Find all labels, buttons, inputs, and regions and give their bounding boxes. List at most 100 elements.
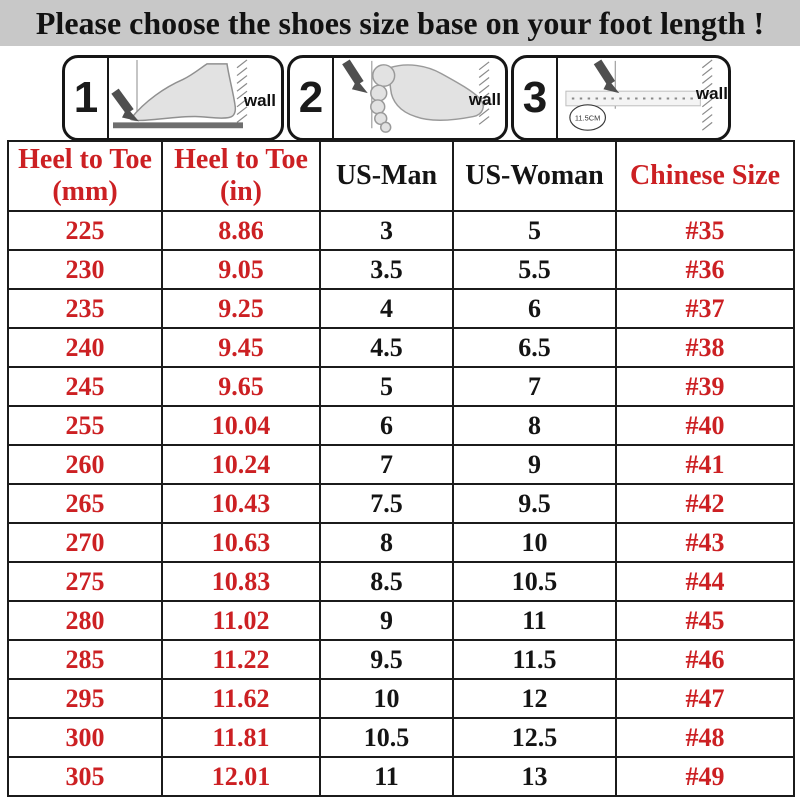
header-line: Chinese Size	[629, 159, 781, 191]
table-cell: 9.45	[161, 327, 321, 368]
table-row: 255 10.04 6 8 #40	[7, 405, 795, 446]
table-cell: 6	[319, 405, 454, 446]
table-cell: 9.5	[452, 483, 617, 524]
table-cell: 10	[452, 522, 617, 563]
table-cell: 9.65	[161, 366, 321, 407]
wall-label: wall	[695, 84, 728, 103]
header-row: Heel to Toe (mm) Heel to Toe (in) US-Man US-W…	[7, 140, 795, 212]
table-cell: 230	[7, 249, 163, 290]
table-cell: 285	[7, 639, 163, 680]
table-cell: 6	[452, 288, 617, 329]
table-row: 240 9.45 4.5 6.5 #38	[7, 327, 795, 368]
table-row: 235 9.25 4 6 #37	[7, 288, 795, 329]
ruler-strip	[565, 90, 701, 107]
table-cell: 4	[319, 288, 454, 329]
sole-shape	[388, 64, 484, 121]
floor-line	[113, 122, 243, 129]
table-cell: 12	[452, 678, 617, 719]
table-cell: 8.5	[319, 561, 454, 602]
column-header: Heel to Toe (in)	[161, 140, 321, 212]
size-table-head: Heel to Toe (mm) Heel to Toe (in) US-Man US-W…	[7, 140, 795, 212]
table-row: 275 10.83 8.5 10.5 #44	[7, 561, 795, 602]
table-cell: #39	[615, 366, 795, 407]
table-cell: #42	[615, 483, 795, 524]
table-cell: 3	[319, 210, 454, 251]
table-cell: 10.83	[161, 561, 321, 602]
table-cell: 11.02	[161, 600, 321, 641]
column-header: Chinese Size	[615, 140, 795, 212]
table-cell: 8	[452, 405, 617, 446]
table-cell: 11.5	[452, 639, 617, 680]
table-cell: 6.5	[452, 327, 617, 368]
table-row: 285 11.22 9.5 11.5 #46	[7, 639, 795, 680]
table-cell: 10.43	[161, 483, 321, 524]
table-row: 300 11.81 10.5 12.5 #48	[7, 717, 795, 758]
pencil-icon	[111, 88, 139, 122]
table-cell: 245	[7, 366, 163, 407]
table-cell: #40	[615, 405, 795, 446]
table-cell: 12.5	[452, 717, 617, 758]
step-1-illustration: wall	[109, 58, 281, 138]
table-cell: 5	[452, 210, 617, 251]
table-cell: 240	[7, 327, 163, 368]
wall-hatch	[236, 59, 248, 123]
table-cell: 10.24	[161, 444, 321, 485]
table-cell: #45	[615, 600, 795, 641]
ruler-icon: 11.5CM	[565, 59, 713, 131]
header-line: (in)	[220, 176, 262, 207]
column-header: US-Woman	[452, 140, 617, 212]
table-cell: #36	[615, 249, 795, 290]
table-cell: 235	[7, 288, 163, 329]
table-cell: 225	[7, 210, 163, 251]
table-row: 280 11.02 9 11 #45	[7, 600, 795, 641]
measure-step-1: 1 wall	[62, 55, 284, 141]
table-cell: #38	[615, 327, 795, 368]
table-cell: 11.22	[161, 639, 321, 680]
table-row: 270 10.63 8 10 #43	[7, 522, 795, 563]
table-cell: 3.5	[319, 249, 454, 290]
header-line: US-Woman	[465, 159, 604, 191]
length-callout-circle	[569, 104, 607, 131]
foot-shape	[129, 63, 237, 122]
column-header: Heel to Toe (mm)	[7, 140, 163, 212]
header-line: Heel to Toe	[174, 143, 308, 175]
pencil-icon	[593, 59, 620, 94]
header-line: US-Man	[335, 159, 438, 191]
step-2-illustration: wall	[334, 58, 505, 138]
table-cell: 7	[319, 444, 454, 485]
table-cell: 9.5	[319, 639, 454, 680]
table-cell: #48	[615, 717, 795, 758]
table-cell: 305	[7, 756, 163, 797]
page-title: Please choose the shoes size base on you…	[35, 4, 765, 41]
table-row: 265 10.43 7.5 9.5 #42	[7, 483, 795, 524]
table-cell: 9	[452, 444, 617, 485]
size-table: Heel to Toe (mm) Heel to Toe (in) US-Man US-W…	[7, 140, 795, 797]
table-cell: 9.25	[161, 288, 321, 329]
step-2-number: 2	[290, 58, 334, 138]
step-3-number: 3	[514, 58, 558, 138]
header-line: Heel to Toe	[18, 143, 152, 175]
table-cell: 270	[7, 522, 163, 563]
table-row: 260 10.24 7 9 #41	[7, 444, 795, 485]
table-cell: 4.5	[319, 327, 454, 368]
table-cell: #44	[615, 561, 795, 602]
table-cell: 13	[452, 756, 617, 797]
table-row: 295 11.62 10 12 #47	[7, 678, 795, 719]
table-cell: 5	[319, 366, 454, 407]
measure-step-3: 3 11.5CM wall	[511, 55, 731, 141]
table-cell: 265	[7, 483, 163, 524]
table-row: 225 8.86 3 5 #35	[7, 210, 795, 251]
table-cell: 10.5	[452, 561, 617, 602]
table-cell: 12.01	[161, 756, 321, 797]
table-cell: 8	[319, 522, 454, 563]
length-callout-label: 11.5CM	[575, 113, 600, 122]
table-cell: 7	[452, 366, 617, 407]
wall-label: wall	[243, 91, 276, 110]
table-cell: 5.5	[452, 249, 617, 290]
foot-side-view-icon	[111, 59, 248, 129]
table-cell: 11	[452, 600, 617, 641]
table-cell: #35	[615, 210, 795, 251]
header-line: (mm)	[52, 176, 118, 207]
wall-label: wall	[468, 90, 501, 109]
